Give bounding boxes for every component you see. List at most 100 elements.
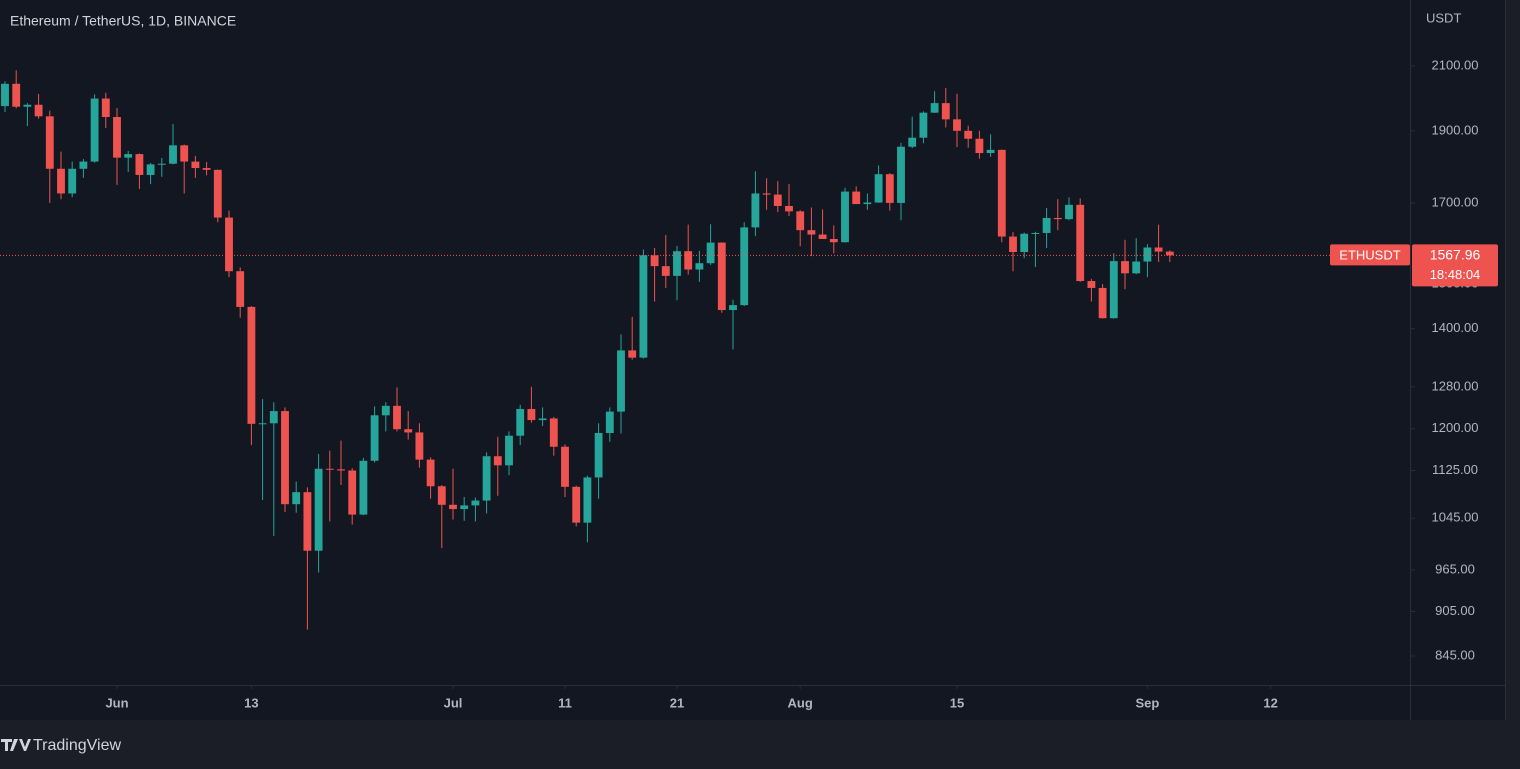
candle-body	[169, 145, 177, 164]
candle-body	[538, 418, 547, 421]
candle-body	[236, 271, 245, 307]
countdown: 18:48:04	[1430, 267, 1481, 282]
candle-body	[157, 163, 166, 165]
candle-body	[337, 469, 345, 471]
x-tick-label: 13	[244, 695, 258, 710]
symbol-label: ETHUSDT	[1339, 247, 1400, 262]
candle-body	[471, 500, 480, 506]
y-tick-label: 1200.00	[1432, 420, 1479, 435]
candle-body	[561, 446, 569, 487]
candle-body	[57, 168, 65, 194]
candle-body	[897, 146, 905, 203]
candle-body	[975, 138, 984, 154]
brand-icon	[1, 739, 31, 751]
candle-body	[292, 492, 301, 505]
candle-body	[673, 251, 681, 276]
price-label: ETHUSDT 1567.96 18:48:04	[1330, 244, 1498, 287]
y-tick-label: 1400.00	[1432, 320, 1479, 335]
x-tick-label: Jul	[444, 695, 463, 710]
candle-body	[460, 505, 469, 510]
candles	[0, 70, 1410, 630]
candle-body	[45, 116, 54, 169]
y-tick-label: 845.00	[1435, 647, 1475, 662]
candle-body	[997, 149, 1006, 237]
candle-body	[762, 193, 771, 195]
candle-body	[225, 217, 233, 272]
candle-body	[90, 98, 99, 162]
candle-body	[841, 191, 849, 243]
candle-body	[885, 174, 894, 203]
candle-body	[202, 168, 211, 170]
brand-logo: TradingView	[1, 737, 121, 754]
candle-body	[393, 405, 401, 430]
candle-body	[1132, 261, 1141, 274]
candle-body	[314, 468, 323, 551]
candle-body	[426, 459, 435, 487]
candle-body	[348, 470, 357, 515]
candle-body	[505, 435, 513, 466]
candle-body	[1020, 233, 1029, 253]
candle-body	[874, 174, 883, 203]
candle-body	[101, 98, 110, 117]
candle-body	[941, 103, 950, 120]
y-tick-label: 1700.00	[1432, 194, 1479, 209]
candle-body	[68, 168, 77, 194]
candle-body	[964, 130, 973, 139]
candle-body	[1098, 287, 1107, 319]
candle-body	[1031, 232, 1040, 234]
candle-body	[191, 161, 200, 169]
candle-body	[146, 164, 155, 175]
candle-body	[695, 263, 704, 270]
candle-body	[717, 242, 726, 311]
candle-body	[751, 193, 760, 228]
candle-body	[1109, 261, 1118, 319]
candle-body	[135, 154, 144, 175]
candle-body	[953, 119, 961, 131]
candle-body	[908, 137, 917, 147]
candle-body	[583, 477, 592, 523]
candle-body	[258, 423, 267, 425]
candle-body	[729, 305, 737, 311]
candle-body	[113, 116, 121, 158]
chart-pane	[0, 0, 1505, 720]
candle-body	[572, 486, 581, 523]
candle-body	[23, 104, 32, 107]
symbol-box	[1330, 244, 1410, 266]
candle-body	[1154, 247, 1163, 252]
axis-unit: USDT	[1426, 10, 1461, 25]
x-tick-label: Sep	[1135, 695, 1159, 710]
candle-body	[852, 191, 861, 205]
candle-body	[213, 169, 222, 218]
candle-body	[829, 238, 838, 243]
candle-body	[661, 266, 670, 276]
candle-body	[281, 411, 289, 505]
candle-body	[1165, 251, 1174, 256]
candle-body	[650, 255, 659, 267]
x-tick-label: Aug	[788, 695, 813, 710]
candle-body	[1121, 261, 1129, 274]
candle-body	[639, 255, 648, 358]
candle-body	[818, 234, 827, 239]
candle-body	[1053, 217, 1062, 220]
y-tick-label: 2100.00	[1432, 57, 1479, 72]
candle-body	[482, 456, 491, 501]
candle-body	[12, 83, 21, 107]
candle-body	[1143, 247, 1152, 262]
candle-body	[34, 104, 43, 117]
x-tick-label: 21	[670, 695, 684, 710]
brand-name: TradingView	[33, 737, 121, 754]
y-tick-label: 905.00	[1435, 603, 1475, 618]
y-tick-label: 965.00	[1435, 561, 1475, 576]
candle-body	[247, 306, 256, 424]
candle-body	[1065, 204, 1073, 220]
candle-body	[493, 456, 502, 466]
candle-body	[594, 432, 603, 478]
candle-body	[986, 149, 995, 154]
candle-body	[684, 251, 693, 270]
y-tick-label: 1125.00	[1432, 462, 1478, 477]
candle-body	[269, 411, 278, 424]
candle-body	[1042, 217, 1051, 233]
candle-body	[1087, 281, 1096, 288]
